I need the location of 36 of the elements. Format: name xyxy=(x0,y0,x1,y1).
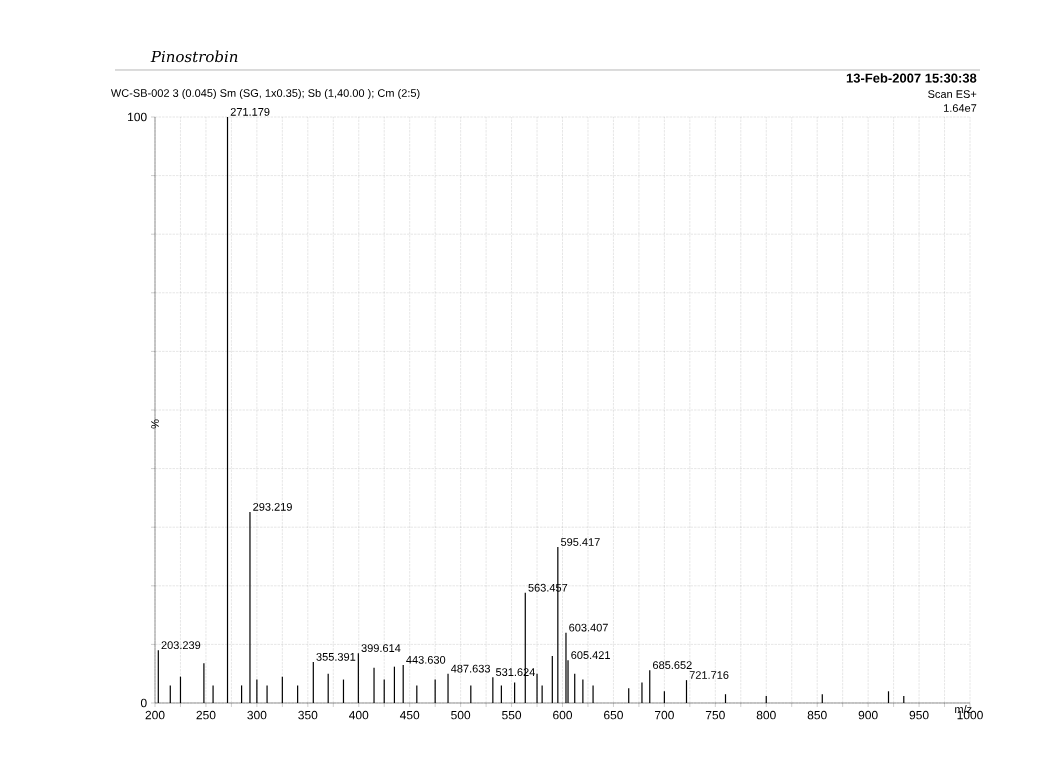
annotation: 203.239 xyxy=(161,641,201,650)
x-tick-label: 800 xyxy=(756,710,776,720)
annotation: 271.179 xyxy=(230,108,270,116)
annotation: 293.219 xyxy=(253,502,292,511)
annotation: 605.421 xyxy=(571,651,610,660)
x-tick-label: 600 xyxy=(553,710,573,720)
text: Scan ES+ xyxy=(928,90,977,98)
x-tick-label: 950 xyxy=(909,710,929,720)
x-tick-label: 750 xyxy=(705,710,725,720)
x-tick-label: 500 xyxy=(451,710,471,720)
y-tick-label: 0 xyxy=(140,698,147,708)
x-tick-label: 550 xyxy=(502,710,522,720)
annotation: 595.417 xyxy=(560,538,600,546)
annotation: 603.407 xyxy=(569,623,608,632)
annotation: 399.614 xyxy=(361,644,401,652)
x-tick-label: 250 xyxy=(196,710,216,720)
annotation: 443.630 xyxy=(406,655,446,664)
y-axis-title: % xyxy=(151,419,159,429)
chart-title: Pinostrobin xyxy=(150,50,238,63)
x-tick-label: 400 xyxy=(349,710,369,720)
text: 1.64e7 xyxy=(944,104,977,112)
x-tick-label: 900 xyxy=(858,710,878,720)
annotation: 355.391 xyxy=(316,653,356,661)
x-tick-label: 200 xyxy=(145,710,165,720)
annotation: 721.716 xyxy=(689,671,729,679)
x-tick-label: 300 xyxy=(247,710,267,720)
y-tick-label: 100 xyxy=(128,112,147,122)
x-tick-label: 850 xyxy=(807,710,827,720)
chart-subtitle: WC-SB-002 3 (0.045) Sm (SG, 1x0.35); Sb (1,40.00 ); Cm (2:5) xyxy=(110,88,420,100)
x-tick-label: 650 xyxy=(604,710,623,720)
annotation: 685.652 xyxy=(653,661,692,669)
text: 13-Feb-2007 15:30:38 xyxy=(846,73,977,83)
annotation: 487.633 xyxy=(450,664,490,673)
x-tick-label: 700 xyxy=(654,710,674,720)
x-tick-label: 350 xyxy=(298,710,318,720)
x-tick-label: 450 xyxy=(399,710,420,720)
